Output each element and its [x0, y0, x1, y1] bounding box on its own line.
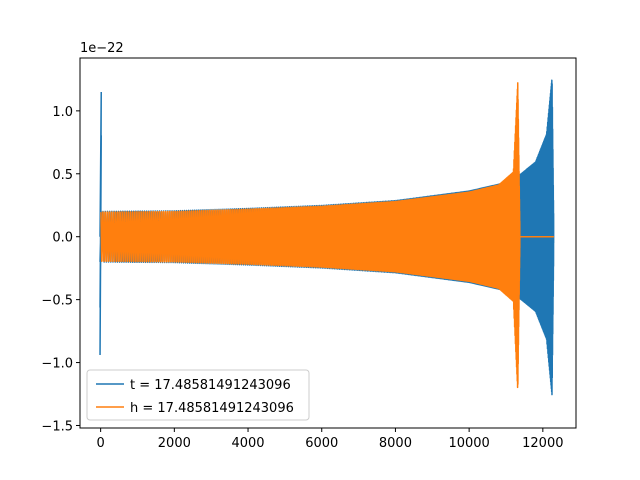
- y-tick-label: 1.0: [52, 105, 73, 120]
- legend-box: [86, 369, 310, 421]
- legend-label-h: h = 17.48581491243096: [130, 401, 294, 416]
- x-tick-label: 8000: [379, 436, 412, 451]
- x-tick-label: 6000: [305, 436, 338, 451]
- series-h-line: [100, 82, 521, 389]
- x-tick-label: 2000: [158, 436, 191, 451]
- legend-label-t: t = 17.48581491243096: [130, 378, 291, 393]
- x-tick-label: 0: [96, 436, 104, 451]
- y-tick-label: −1.5: [41, 419, 73, 434]
- x-axis: 0 2000 4000 6000 8000 10000 12000: [96, 428, 564, 451]
- y-tick-label: −1.0: [41, 357, 73, 372]
- y-tick-label: 0.5: [52, 168, 73, 183]
- legend: t = 17.48581491243096 h = 17.48581491243…: [86, 369, 310, 421]
- y-offset-label: 1e−22: [80, 41, 124, 56]
- x-tick-label: 10000: [448, 436, 489, 451]
- x-tick-label: 12000: [522, 436, 563, 451]
- plot-marks: [99, 79, 555, 396]
- axes-frame: [79, 57, 577, 429]
- y-axis: −1.5 −1.0 −0.5 0.0 0.5 1.0: [41, 105, 80, 434]
- y-tick-label: 0.0: [52, 231, 73, 246]
- x-tick-label: 4000: [231, 436, 264, 451]
- y-tick-label: −0.5: [41, 294, 73, 309]
